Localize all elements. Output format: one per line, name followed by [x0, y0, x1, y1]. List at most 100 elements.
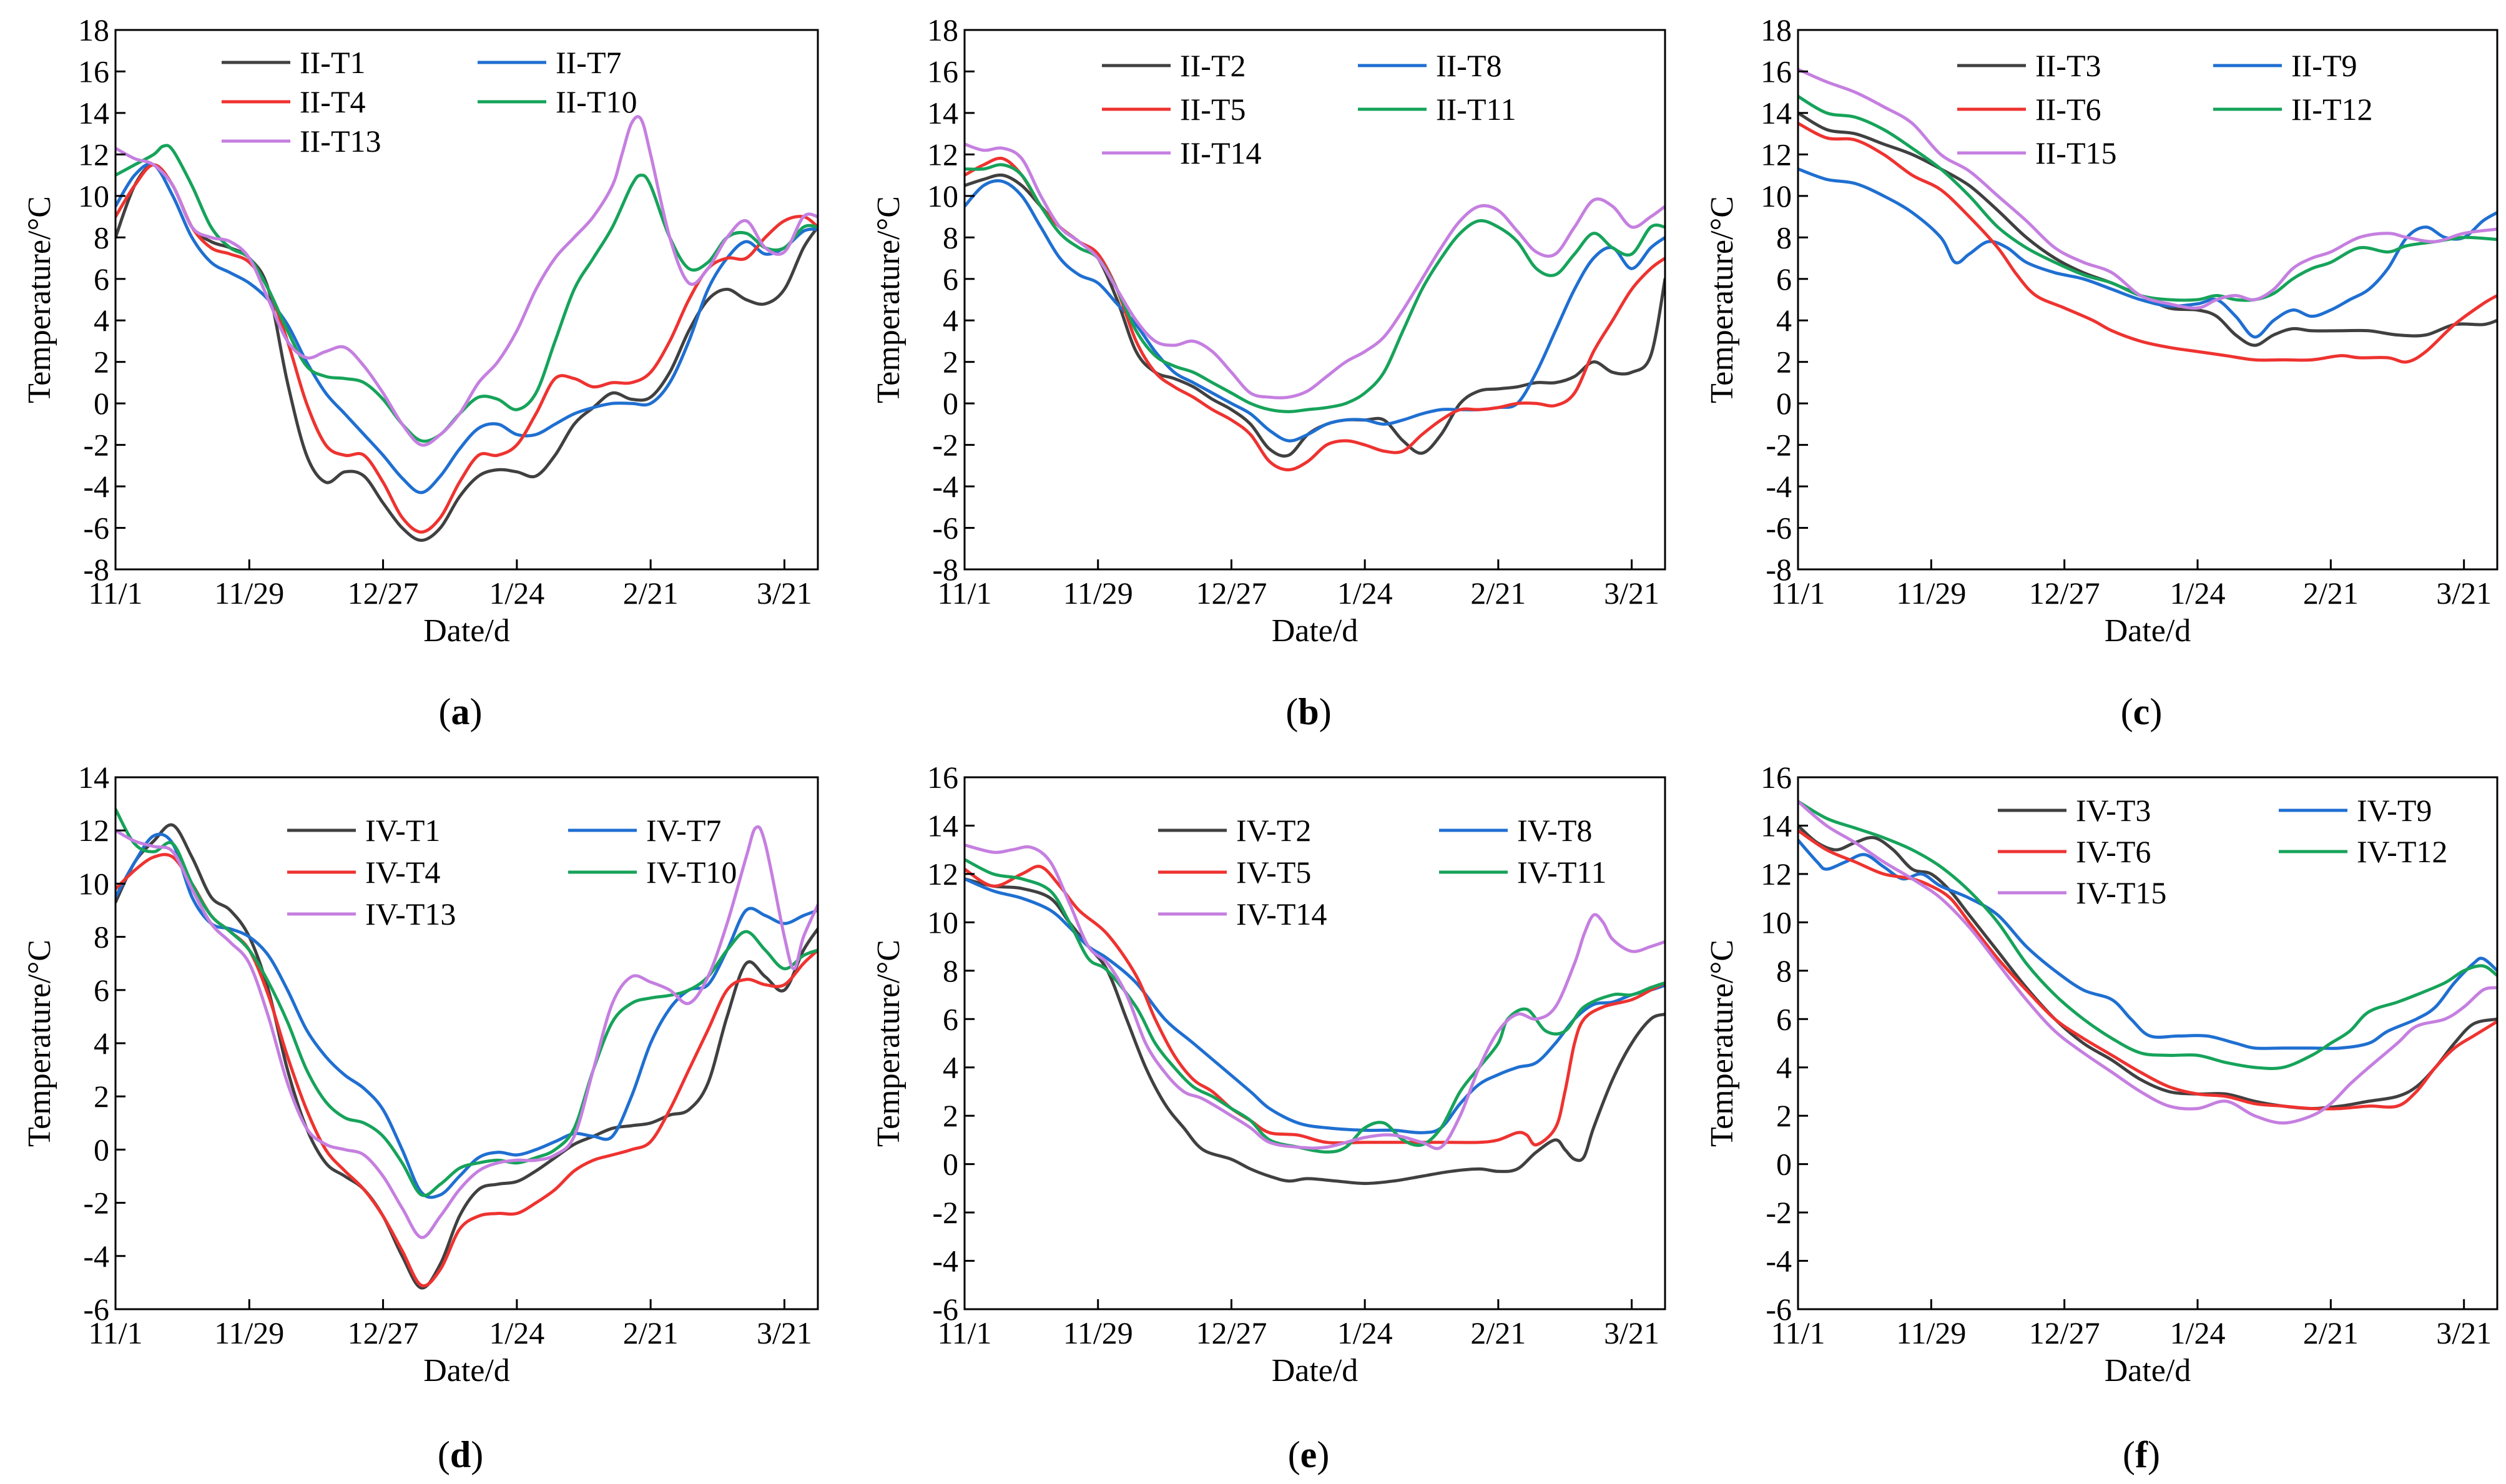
caption-letter: b	[1298, 691, 1319, 732]
caption-letter: d	[450, 1434, 471, 1475]
y-tick-label: -2	[83, 428, 109, 463]
series-line-IV-T9	[1798, 838, 2497, 1050]
x-axis-label: Date/d	[2105, 613, 2191, 649]
y-tick-label: -2	[932, 1195, 958, 1230]
x-tick-label: 11/1	[937, 576, 991, 611]
y-tick-label: 10	[927, 905, 958, 940]
y-tick-label: 16	[1761, 54, 1792, 89]
x-tick-label: 2/21	[1470, 1315, 1526, 1350]
legend: II-T2 II-T8 II-T5 II-T11 II-T14	[1102, 48, 1516, 170]
series-line-II-T7	[115, 162, 818, 494]
x-axis-label: Date/d	[423, 1353, 510, 1388]
legend-label-IV-T12: IV-T12	[2357, 834, 2447, 869]
series-line-IV-T1	[115, 823, 818, 1290]
series-line-II-T8	[965, 179, 1665, 443]
series-line-II-T12	[1798, 94, 2497, 302]
x-tick-label: 11/29	[214, 576, 284, 611]
caption-close: )	[2150, 691, 2162, 732]
caption-open: (	[1288, 1434, 1300, 1475]
chart-panel-e: -6 -4 -2 0 2 4 6 8 10 12 14 16 11/1 11/29 12/27 1/24 2/2…	[871, 760, 1666, 1475]
y-tick-label: 10	[1761, 179, 1792, 214]
caption-close: )	[470, 691, 483, 732]
series-line-II-T13	[115, 115, 818, 447]
legend-label-IV-T1: IV-T1	[365, 813, 440, 848]
x-tick-label: 1/24	[1337, 576, 1393, 611]
chart-panel-c: -8 -6 -4 -2 0 2 4 6 8 10 12 14 16 18 11/1 11/29 12/27 1/2…	[1704, 12, 2499, 732]
legend-label-II-T13: II-T13	[300, 124, 381, 159]
legend-label-IV-T8: IV-T8	[1517, 813, 1592, 848]
y-tick-label: 14	[1761, 96, 1792, 130]
y-tick-label: 10	[78, 179, 109, 214]
series-line-IV-T3	[1798, 824, 2497, 1111]
x-tick-label: 2/21	[623, 576, 679, 611]
y-tick-label: 0	[94, 1132, 109, 1167]
panel-caption: (e)	[1288, 1434, 1330, 1475]
y-tick-label: 8	[1776, 953, 1792, 988]
y-tick-label: -2	[932, 428, 958, 463]
chart-panel-a: -8 -6 -4 -2 0 2 4 6 8 10 12 14 16 18 11/1 11/29 12/27 1/2…	[22, 12, 819, 732]
y-tick-label: 2	[1776, 345, 1792, 380]
y-tick-label: -4	[1766, 469, 1792, 504]
series-line-II-T11	[965, 163, 1665, 413]
panel-caption: (c)	[2121, 691, 2163, 732]
y-tick-label: 14	[927, 808, 958, 843]
legend-label-IV-T13: IV-T13	[365, 897, 456, 931]
panel-caption: (d)	[438, 1434, 483, 1475]
y-tick-label: 0	[1776, 386, 1792, 421]
y-tick-label: 12	[78, 813, 109, 848]
legend-label-II-T2: II-T2	[1180, 48, 1246, 83]
chart-panel-f: -6 -4 -2 0 2 4 6 8 10 12 14 16 11/1 11/29 12/27 1/24 2/2…	[1704, 760, 2499, 1475]
y-tick-label: 6	[1776, 262, 1792, 297]
x-tick-label: 12/27	[2029, 1315, 2100, 1350]
x-tick-label: 12/27	[348, 576, 419, 611]
legend: II-T1 II-T7 II-T4 II-T10 II-T13	[222, 45, 637, 159]
y-tick-label: 2	[94, 1079, 109, 1114]
y-tick-label: -8	[932, 552, 958, 587]
series-line-IV-T6	[1798, 828, 2497, 1111]
x-tick-label: 3/21	[1604, 1315, 1659, 1350]
legend: IV-T2 IV-T8 IV-T5 IV-T11 IV-T14	[1158, 813, 1607, 931]
chart-panel-d: -6 -4 -2 0 2 4 6 8 10 12 14 11/1 11/29 12/27 1/24 2/21 3…	[22, 760, 819, 1475]
y-tick-label: 8	[94, 920, 109, 955]
plot-frame	[114, 29, 819, 571]
x-tick-label: 2/21	[2303, 1315, 2359, 1350]
y-tick-label: -2	[83, 1186, 109, 1221]
legend-label-II-T8: II-T8	[1436, 48, 1502, 83]
x-tick-label: 1/24	[1337, 1315, 1393, 1350]
legend-label-IV-T4: IV-T4	[365, 855, 440, 890]
series-line-II-T5	[965, 156, 1665, 471]
legend: IV-T3 IV-T9 IV-T6 IV-T12 IV-T15	[1998, 793, 2447, 910]
series-line-IV-T14	[965, 843, 1665, 1151]
y-tick-label: -4	[83, 469, 109, 504]
legend-label-II-T6: II-T6	[2035, 92, 2101, 127]
x-tick-label: 12/27	[348, 1315, 419, 1350]
series-line-IV-T11	[965, 858, 1665, 1154]
y-tick-label: 6	[943, 1001, 958, 1036]
panel-caption: (a)	[439, 691, 483, 732]
legend-label-II-T7: II-T7	[556, 45, 622, 80]
y-tick-label: 8	[1776, 220, 1792, 255]
y-tick-label: 14	[78, 760, 109, 795]
legend-label-IV-T7: IV-T7	[646, 813, 721, 848]
x-tick-label: 1/24	[489, 576, 544, 611]
y-tick-label: 10	[1761, 905, 1792, 940]
y-tick-label: 6	[94, 262, 109, 297]
y-tick-label: 16	[927, 54, 958, 89]
x-tick-label: 11/1	[1771, 576, 1825, 611]
x-tick-label: 1/24	[489, 1315, 544, 1350]
legend-label-II-T10: II-T10	[556, 84, 637, 119]
x-tick-label: 3/21	[2436, 576, 2492, 611]
series-line-IV-T7	[115, 832, 818, 1199]
y-tick-label: 6	[94, 973, 109, 1008]
y-axis-label: Temperature/°C	[22, 196, 57, 403]
legend-label-II-T1: II-T1	[300, 45, 366, 80]
y-tick-label: 16	[78, 54, 109, 89]
series-line-II-T15	[1798, 67, 2497, 310]
y-tick-label: 12	[927, 137, 958, 172]
x-tick-label: 2/21	[623, 1315, 679, 1350]
y-tick-label: -8	[1766, 552, 1792, 587]
x-tick-label: 11/1	[88, 1315, 142, 1350]
x-tick-label: 11/1	[88, 576, 142, 611]
y-tick-label: -6	[932, 1292, 958, 1327]
x-tick-label: 1/24	[2170, 1315, 2226, 1350]
